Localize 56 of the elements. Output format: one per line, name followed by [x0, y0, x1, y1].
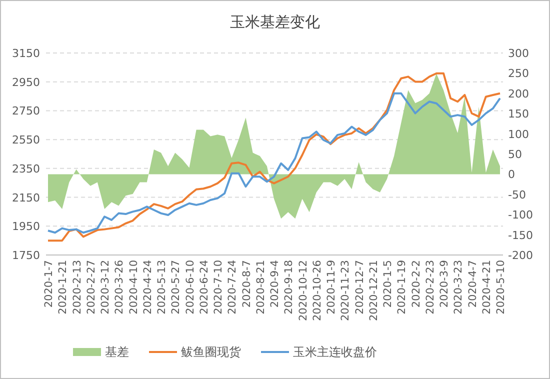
y2-tick-label: -200: [508, 249, 533, 262]
x-tick-label: 2020-2-13: [71, 260, 84, 314]
x-tick-label: 2020-2-23: [424, 260, 436, 314]
y-tick-label: 2550: [12, 134, 40, 147]
x-tick-label: 2020-12-21: [368, 260, 380, 322]
x-tick-label: 2020-4-21: [480, 260, 493, 314]
x-tick-label: 2020-4-10: [128, 260, 140, 314]
x-tick-label: 2020-3-23: [452, 260, 465, 314]
y2-tick-label: -50: [508, 188, 526, 202]
y2-tick-label: 300: [508, 47, 529, 60]
y-tick-label: 2350: [12, 162, 40, 176]
title: 玉米基差变化: [230, 13, 320, 31]
x-tick-label: 2020-1-7: [43, 260, 55, 308]
x-tick-label: 2020-5-27: [170, 260, 182, 314]
x-tick-label: 2020-1-19: [396, 260, 408, 314]
x-tick-label: 2020-11-23: [340, 260, 352, 322]
y2-tick-label: 100: [508, 128, 529, 141]
y2-tick-label: 200: [508, 87, 529, 100]
legend-label: 鲅鱼圈现货: [181, 345, 241, 359]
x-tick-label: 2020-10-26: [311, 260, 324, 322]
x-tick-label: 2020-10-12: [297, 260, 310, 322]
x-tick-label: 2020-1-21: [57, 260, 70, 314]
x-tick-label: 2020-3-9: [438, 260, 450, 308]
x-tick-label: 2020-8-7: [240, 260, 253, 308]
legend-label: 玉米主连收盘价: [293, 345, 377, 359]
x-tick-label: 2020-6-10: [184, 260, 196, 314]
y2-tick-label: 0: [508, 168, 515, 182]
y-tick-label: 2750: [12, 104, 40, 118]
x-tick-label: 2020-11-9: [326, 260, 338, 314]
x-tick-label: 2020-9-4: [269, 260, 281, 308]
y2-tick-label: -100: [508, 208, 533, 222]
y-tick-label: 2150: [12, 191, 40, 204]
x-tick-label: 2020-3-12: [100, 260, 112, 314]
y2-tick-label: 250: [508, 67, 529, 80]
x-tick-label: 2020-7-10: [212, 260, 224, 314]
x-tick-label: 2020-8-21: [254, 260, 267, 314]
y2-tick-label: 50: [508, 148, 522, 161]
y-tick-label: 2950: [12, 76, 40, 89]
legend-label: 基差: [105, 345, 129, 359]
x-tick-label: 2020-6-24: [198, 260, 210, 314]
x-tick-label: 2020-12-7: [354, 260, 366, 314]
x-tick-label: 2020-9-18: [283, 260, 296, 314]
x-tick-label: 2020-5-13: [156, 260, 168, 314]
y2-tick-label: 150: [508, 108, 529, 121]
x-tick-label: 2020-4-24: [142, 260, 154, 314]
x-tick-label: 2020-7-24: [226, 260, 239, 314]
x-tick-label: 2020-2-2: [410, 260, 422, 308]
y-tick-label: 1950: [12, 220, 40, 234]
y-tick-label: 3150: [12, 47, 40, 60]
y-tick-label: 1750: [12, 249, 40, 262]
x-tick-label: 2020-1-5: [382, 260, 394, 308]
x-tick-label: 2020-3-26: [114, 260, 126, 314]
x-tick-label: 2020-2-27: [85, 260, 98, 314]
x-tick-label: 2020-5-10: [495, 260, 507, 314]
y2-tick-label: -150: [508, 228, 533, 242]
x-tick-label: 2020-4-7: [466, 260, 479, 308]
